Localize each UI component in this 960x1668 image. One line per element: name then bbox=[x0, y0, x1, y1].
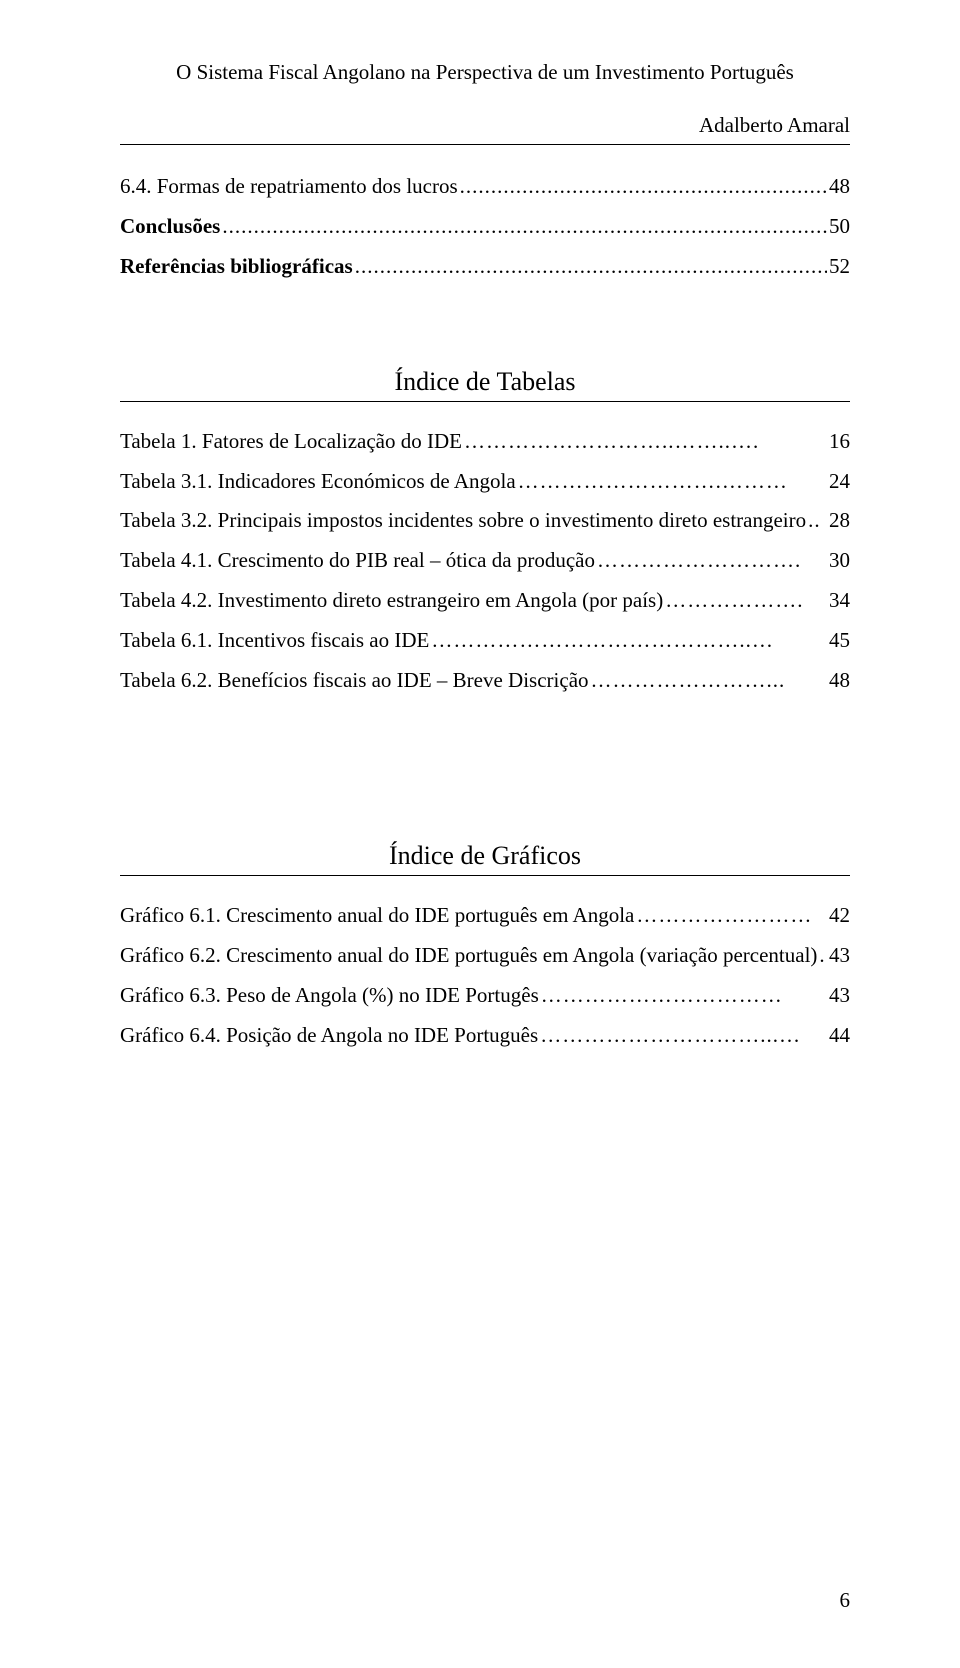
toc-label: Tabela 4.1. Crescimento do PIB real – ót… bbox=[120, 541, 595, 581]
page-number: 6 bbox=[840, 1588, 851, 1613]
section-heading-graficos: Índice de Gráficos bbox=[120, 841, 850, 871]
toc-leader: …………………… bbox=[636, 896, 827, 936]
spacer bbox=[120, 701, 850, 761]
toc-page: 48 bbox=[829, 167, 850, 207]
header-rule bbox=[120, 144, 850, 145]
toc-leader: ........................................… bbox=[460, 167, 827, 207]
toc-entry: Gráfico 6.2. Crescimento anual do IDE po… bbox=[120, 936, 850, 976]
toc-entry: Referências bibliográficas .............… bbox=[120, 247, 850, 287]
document-page: O Sistema Fiscal Angolano na Perspectiva… bbox=[0, 0, 960, 1668]
toc-entry: Tabela 3.1. Indicadores Económicos de An… bbox=[120, 462, 850, 502]
section-rule bbox=[120, 401, 850, 402]
toc-entry: Gráfico 6.1. Crescimento anual do IDE po… bbox=[120, 896, 850, 936]
author-name: Adalberto Amaral bbox=[120, 113, 850, 138]
toc-page: 52 bbox=[829, 247, 850, 287]
toc-leader: ………………………. bbox=[597, 541, 827, 581]
toc-page: 45 bbox=[829, 621, 850, 661]
toc-entry: Tabela 6.2. Benefícios fiscais ao IDE – … bbox=[120, 661, 850, 701]
toc-page: 48 bbox=[829, 661, 850, 701]
toc-label: Gráfico 6.3. Peso de Angola (%) no IDE P… bbox=[120, 976, 539, 1016]
toc-entry: Tabela 3.2. Principais impostos incident… bbox=[120, 501, 850, 541]
toc-leader: …………………………...… bbox=[540, 1016, 827, 1056]
running-title: O Sistema Fiscal Angolano na Perspectiva… bbox=[120, 60, 850, 85]
toc-page: 50 bbox=[829, 207, 850, 247]
toc-label: Tabela 6.1. Incentivos fiscais ao IDE bbox=[120, 621, 429, 661]
toc-entry: 6.4. Formas de repatriamento dos lucros … bbox=[120, 167, 850, 207]
toc-page: 44 bbox=[829, 1016, 850, 1056]
toc-page: 43 bbox=[829, 936, 850, 976]
toc-entry: Tabela 4.2. Investimento direto estrange… bbox=[120, 581, 850, 621]
toc-label: Tabela 1. Fatores de Localização do IDE bbox=[120, 422, 462, 462]
toc-page: 30 bbox=[829, 541, 850, 581]
toc-leader: ........................................… bbox=[355, 247, 827, 287]
toc-leader: .. bbox=[808, 501, 827, 541]
section-rule bbox=[120, 875, 850, 876]
toc-label: Referências bibliográficas bbox=[120, 247, 353, 287]
toc-label: Tabela 3.2. Principais impostos incident… bbox=[120, 501, 806, 541]
toc-page: 42 bbox=[829, 896, 850, 936]
toc-label: Tabela 4.2. Investimento direto estrange… bbox=[120, 581, 663, 621]
section-heading-tabelas: Índice de Tabelas bbox=[120, 367, 850, 397]
toc-entry: Gráfico 6.3. Peso de Angola (%) no IDE P… bbox=[120, 976, 850, 1016]
toc-label: Tabela 3.1. Indicadores Económicos de An… bbox=[120, 462, 516, 502]
tabelas-toc-block: Tabela 1. Fatores de Localização do IDE … bbox=[120, 422, 850, 701]
toc-entry: Tabela 6.1. Incentivos fiscais ao IDE ……… bbox=[120, 621, 850, 661]
toc-leader: .. bbox=[819, 936, 827, 976]
toc-leader: ………………. bbox=[665, 581, 827, 621]
toc-entry: Conclusões .............................… bbox=[120, 207, 850, 247]
top-toc-block: 6.4. Formas de repatriamento dos lucros … bbox=[120, 167, 850, 287]
toc-label: Gráfico 6.1. Crescimento anual do IDE po… bbox=[120, 896, 634, 936]
graficos-toc-block: Gráfico 6.1. Crescimento anual do IDE po… bbox=[120, 896, 850, 1056]
toc-label: Gráfico 6.2. Crescimento anual do IDE po… bbox=[120, 936, 817, 976]
toc-leader: ……………………….……… bbox=[518, 462, 827, 502]
toc-page: 24 bbox=[829, 462, 850, 502]
toc-leader: ……………………... bbox=[591, 661, 827, 701]
toc-entry: Gráfico 6.4. Posição de Angola no IDE Po… bbox=[120, 1016, 850, 1056]
toc-page: 43 bbox=[829, 976, 850, 1016]
toc-leader: …………………………… bbox=[541, 976, 827, 1016]
toc-label: Conclusões bbox=[120, 207, 220, 247]
toc-leader: ………………………..……..…. bbox=[464, 422, 827, 462]
toc-label: 6.4. Formas de repatriamento dos lucros bbox=[120, 167, 458, 207]
toc-entry: Tabela 1. Fatores de Localização do IDE … bbox=[120, 422, 850, 462]
toc-page: 16 bbox=[829, 422, 850, 462]
toc-label: Tabela 6.2. Benefícios fiscais ao IDE – … bbox=[120, 661, 589, 701]
toc-entry: Tabela 4.1. Crescimento do PIB real – ót… bbox=[120, 541, 850, 581]
toc-label: Gráfico 6.4. Posição de Angola no IDE Po… bbox=[120, 1016, 538, 1056]
toc-page: 34 bbox=[829, 581, 850, 621]
toc-leader: ……………………………………..… bbox=[431, 621, 827, 661]
toc-page: 28 bbox=[829, 501, 850, 541]
toc-leader: ........................................… bbox=[222, 207, 827, 247]
